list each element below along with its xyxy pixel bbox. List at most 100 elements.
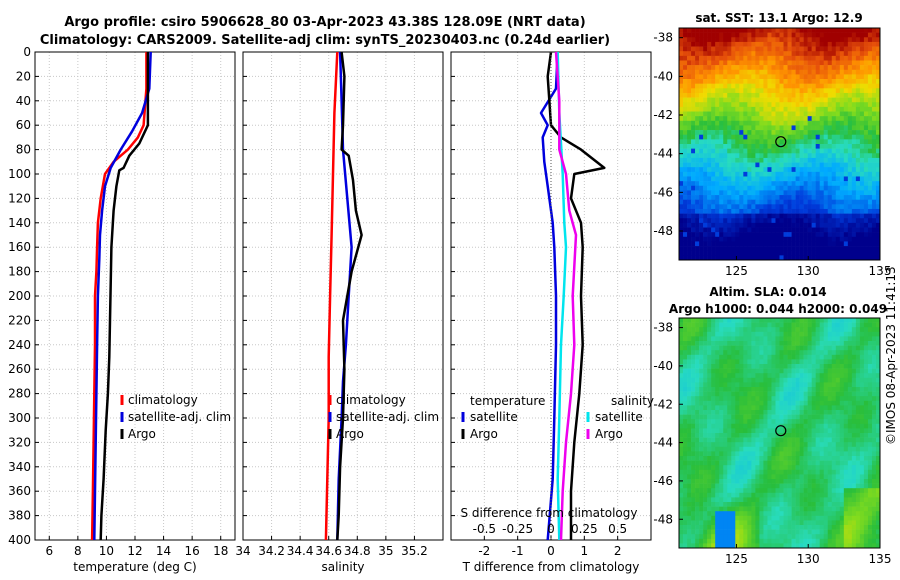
legend-label: climatology <box>336 393 406 407</box>
y-tick-label: 380 <box>8 509 31 523</box>
series-argo <box>336 51 363 541</box>
map-y-tick-label: -48 <box>653 512 673 526</box>
title-line-2: Climatology: CARS2009. Satellite-adj cli… <box>39 33 611 48</box>
y-tick-label: 200 <box>8 289 31 303</box>
x-tick-label: 34.4 <box>287 544 314 558</box>
panel-sst_map: 125 130 135 -38 -40 -42 -44 -46 -48 sat. SST: 13.… <box>653 11 891 278</box>
map-y-tick-label: -40 <box>653 359 673 373</box>
sla-map-title: Altim. SLA: 0.014 <box>709 285 826 299</box>
y-tick-label: 40 <box>16 94 31 108</box>
title-line-1: Argo profile: csiro 5906628_80 03-Apr-20… <box>64 15 586 30</box>
panel-sla_map: 125 130 135 -38 -40 -42 -44 -46 -48 Altim. SLA: 0… <box>653 285 891 566</box>
legend-label: Argo <box>595 427 623 441</box>
map-y-tick-label: -46 <box>653 185 673 199</box>
legend-title-salinity: salinity <box>611 394 654 408</box>
legend-label: satellite <box>470 410 518 424</box>
y-tick-label: 160 <box>8 240 31 254</box>
map-y-tick-label: -38 <box>653 31 673 45</box>
legend-label: Argo <box>128 427 156 441</box>
series-s-satellite <box>556 51 568 541</box>
x-tick-label: -2 <box>478 544 490 558</box>
map-x-tick-label: 130 <box>797 264 820 278</box>
map-y-tick-label: -44 <box>653 147 673 161</box>
map-x-tick-label: 135 <box>869 264 892 278</box>
x2-tick-label: 0.5 <box>608 522 627 536</box>
x-axis-label: T difference from climatology <box>462 560 640 574</box>
sla-map-subtitle: Argo h1000: 0.044 h2000: 0.049 <box>669 302 887 316</box>
series-climatology <box>324 51 339 541</box>
legend-label: satellite <box>595 410 643 424</box>
x-tick-label: 34.8 <box>344 544 371 558</box>
panel-salinity: 34 34.2 34.4 34.6 34.8 35 35.2 salinity climatol… <box>235 51 444 574</box>
panel-difference: -2 -1 0 1 2 T difference from climatology -0.5… <box>450 51 654 574</box>
x2-tick-label: -0.25 <box>502 522 533 536</box>
x-axis-label: temperature (deg C) <box>73 560 196 574</box>
map-x-tick-label: 125 <box>725 552 748 566</box>
y-tick-label: 320 <box>8 435 31 449</box>
map-x-tick-label: 130 <box>797 552 820 566</box>
series-satellite-adj-clim <box>93 51 152 541</box>
map-y-tick-label: -42 <box>653 397 673 411</box>
y-tick-label: 260 <box>8 362 31 376</box>
argo-location-marker <box>775 425 787 437</box>
series-argo <box>99 52 150 541</box>
y-tick-label: 300 <box>8 411 31 425</box>
y-tick-label: 340 <box>8 460 31 474</box>
x-tick-label: 6 <box>45 544 53 558</box>
x-tick-label: 14 <box>156 544 171 558</box>
map-frame <box>678 317 881 549</box>
legend-title-temperature: temperature <box>470 394 545 408</box>
y-tick-label: 360 <box>8 484 31 498</box>
x2-tick-label: 0.25 <box>571 522 598 536</box>
series-climatology <box>90 52 148 541</box>
x-tick-label: 10 <box>99 544 114 558</box>
panel-temperature: 6 8 10 12 14 16 180204060801001201401601802002… <box>8 45 236 574</box>
x-tick-label: 2 <box>614 544 622 558</box>
x-axis-label: salinity <box>321 560 364 574</box>
sst-map-title: sat. SST: 13.1 Argo: 12.9 <box>695 11 862 25</box>
map-y-tick-label: -38 <box>653 321 673 335</box>
x-tick-label: 18 <box>213 544 228 558</box>
y-tick-label: 20 <box>16 69 31 83</box>
map-y-tick-label: -42 <box>653 108 673 122</box>
x-tick-label: 12 <box>127 544 142 558</box>
y-tick-label: 100 <box>8 167 31 181</box>
x-tick-label: 34 <box>235 544 250 558</box>
y-tick-label: 220 <box>8 313 31 327</box>
y-tick-label: 60 <box>16 118 31 132</box>
legend-label: satellite-adj. clim <box>336 410 439 424</box>
y-tick-label: 400 <box>8 533 31 547</box>
watermark: ©IMOS 08-Apr-2023 11:41:13 <box>884 266 898 445</box>
y-tick-label: 80 <box>16 143 31 157</box>
x2-tick-label: 0 <box>547 522 555 536</box>
x-tick-label: 35 <box>378 544 393 558</box>
x-tick-label: 0 <box>547 544 555 558</box>
series-t-argo <box>546 51 606 540</box>
y-tick-label: 280 <box>8 387 31 401</box>
y-tick-label: 120 <box>8 191 31 205</box>
x2-tick-label: -0.5 <box>473 522 496 536</box>
x-tick-label: 1 <box>581 544 589 558</box>
map-y-tick-label: -44 <box>653 436 673 450</box>
map-y-tick-label: -40 <box>653 69 673 83</box>
map-x-tick-label: 135 <box>869 552 892 566</box>
map-x-tick-label: 125 <box>725 264 748 278</box>
argo-location-marker <box>775 136 787 148</box>
legend-label: Argo <box>470 427 498 441</box>
y-tick-label: 180 <box>8 265 31 279</box>
x-tick-label: 16 <box>185 544 200 558</box>
y-tick-label: 240 <box>8 338 31 352</box>
y-tick-label: 140 <box>8 216 31 230</box>
map-y-tick-label: -48 <box>653 224 673 238</box>
map-frame <box>678 27 881 261</box>
legend-label: satellite-adj. clim <box>128 410 231 424</box>
x-tick-label: 34.6 <box>315 544 342 558</box>
series-t-satellite <box>539 51 559 541</box>
series-s-argo <box>554 51 578 541</box>
map-y-tick-label: -46 <box>653 474 673 488</box>
legend-label: climatology <box>128 393 198 407</box>
x-tick-label: 35.2 <box>401 544 428 558</box>
x-tick-label: -1 <box>512 544 524 558</box>
legend-label: Argo <box>336 427 364 441</box>
